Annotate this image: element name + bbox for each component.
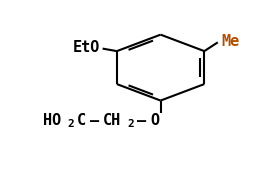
Text: Me: Me <box>221 34 239 49</box>
Text: 2: 2 <box>68 119 74 129</box>
Text: 2: 2 <box>127 119 134 129</box>
Text: O: O <box>150 113 159 128</box>
Text: EtO: EtO <box>73 40 100 55</box>
Text: —: — <box>137 113 146 128</box>
Text: HO: HO <box>43 113 61 128</box>
Text: —: — <box>90 113 99 128</box>
Text: C: C <box>77 113 87 128</box>
Text: CH: CH <box>103 113 121 128</box>
